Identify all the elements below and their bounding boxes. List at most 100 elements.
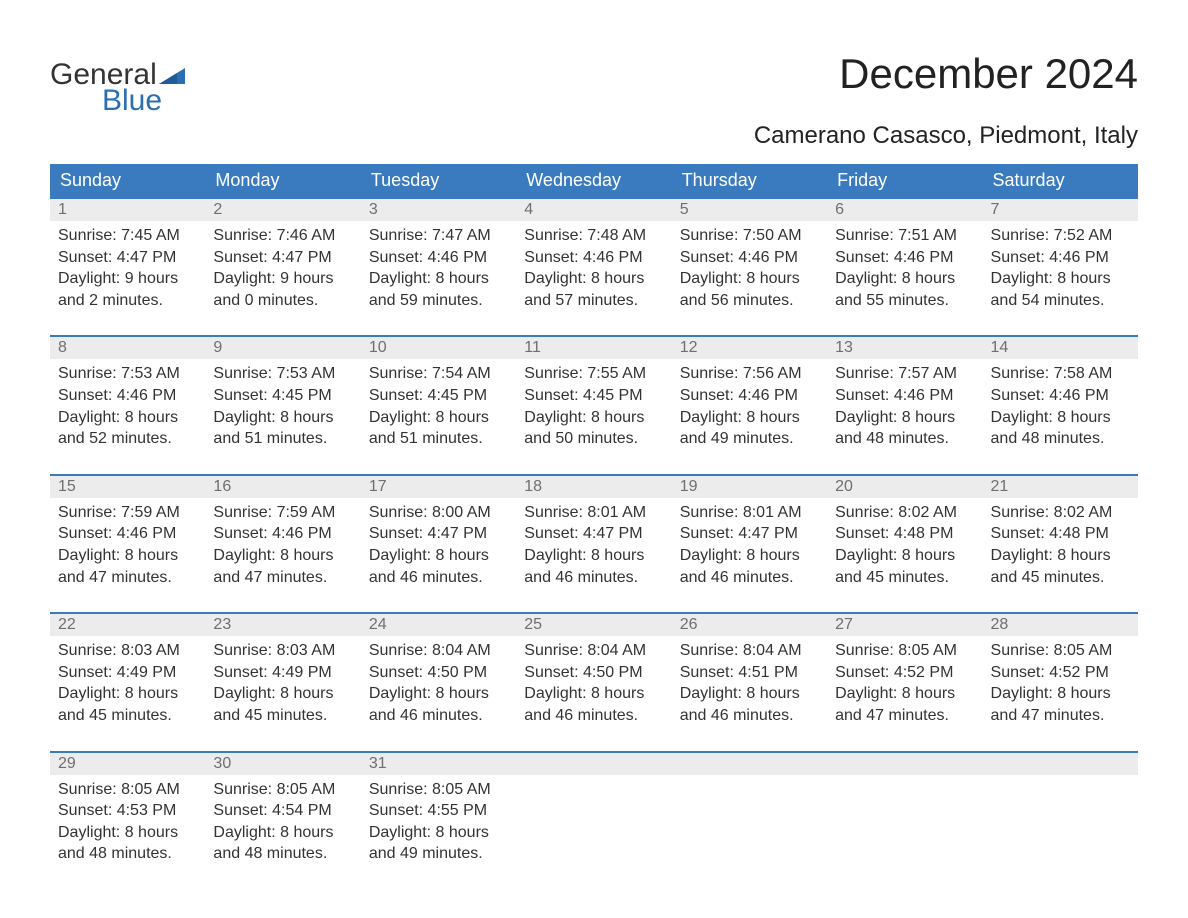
daylight-line1: Daylight: 8 hours: [213, 683, 352, 705]
day-number: 14: [983, 337, 1138, 359]
sunset-line: Sunset: 4:50 PM: [524, 662, 663, 684]
day-body: Sunrise: 7:55 AMSunset: 4:45 PMDaylight:…: [516, 359, 671, 449]
day-number: 13: [827, 337, 982, 359]
sunrise-line: Sunrise: 7:55 AM: [524, 363, 663, 385]
sunset-line: Sunset: 4:46 PM: [680, 247, 819, 269]
day-cell: 24Sunrise: 8:04 AMSunset: 4:50 PMDayligh…: [361, 614, 516, 726]
day-body: Sunrise: 8:05 AMSunset: 4:55 PMDaylight:…: [361, 775, 516, 865]
day-body: Sunrise: 8:00 AMSunset: 4:47 PMDaylight:…: [361, 498, 516, 588]
day-cell: 17Sunrise: 8:00 AMSunset: 4:47 PMDayligh…: [361, 476, 516, 588]
daylight-line1: Daylight: 8 hours: [835, 407, 974, 429]
daylight-line2: and 46 minutes.: [680, 705, 819, 727]
daylight-line2: and 45 minutes.: [835, 567, 974, 589]
daylight-line1: Daylight: 8 hours: [680, 683, 819, 705]
sunrise-line: Sunrise: 8:05 AM: [213, 779, 352, 801]
sunset-line: Sunset: 4:46 PM: [680, 385, 819, 407]
sunset-line: Sunset: 4:46 PM: [58, 385, 197, 407]
daylight-line2: and 46 minutes.: [524, 567, 663, 589]
day-cell: 11Sunrise: 7:55 AMSunset: 4:45 PMDayligh…: [516, 337, 671, 449]
sunset-line: Sunset: 4:46 PM: [835, 385, 974, 407]
daylight-line2: and 49 minutes.: [680, 428, 819, 450]
daylight-line1: Daylight: 8 hours: [369, 407, 508, 429]
daylight-line2: and 51 minutes.: [369, 428, 508, 450]
daylight-line1: Daylight: 8 hours: [58, 407, 197, 429]
daylight-line1: Daylight: 8 hours: [524, 268, 663, 290]
daylight-line2: and 46 minutes.: [524, 705, 663, 727]
sunset-line: Sunset: 4:49 PM: [213, 662, 352, 684]
day-cell: 23 Sunrise: 8:03 AMSunset: 4:49 PMDayligh…: [205, 614, 360, 726]
day-cell: 2Sunrise: 7:46 AMSunset: 4:47 PMDaylight…: [205, 199, 360, 311]
brand-flag-icon: [159, 64, 185, 84]
sunrise-line: Sunrise: 8:05 AM: [369, 779, 508, 801]
day-body: Sunrise: 7:56 AMSunset: 4:46 PMDaylight:…: [672, 359, 827, 449]
day-cell: 16Sunrise: 7:59 AMSunset: 4:46 PMDayligh…: [205, 476, 360, 588]
day-cell: 13Sunrise: 7:57 AMSunset: 4:46 PMDayligh…: [827, 337, 982, 449]
sunset-line: Sunset: 4:48 PM: [835, 523, 974, 545]
day-number: 26: [672, 614, 827, 636]
week-row: 8Sunrise: 7:53 AMSunset: 4:46 PMDaylight…: [50, 335, 1138, 449]
day-body: Sunrise: 7:46 AMSunset: 4:47 PMDaylight:…: [205, 221, 360, 311]
sunrise-line: Sunrise: 7:53 AM: [213, 363, 352, 385]
daylight-line1: Daylight: 8 hours: [835, 545, 974, 567]
day-body: Sunrise: 7:48 AMSunset: 4:46 PMDaylight:…: [516, 221, 671, 311]
daylight-line2: and 2 minutes.: [58, 290, 197, 312]
sunset-line: Sunset: 4:46 PM: [58, 523, 197, 545]
day-cell: 10Sunrise: 7:54 AMSunset: 4:45 PMDayligh…: [361, 337, 516, 449]
header: General Blue December 2024: [50, 50, 1138, 116]
sunrise-line: Sunrise: 8:03 AM: [213, 640, 352, 662]
daylight-line2: and 45 minutes.: [213, 705, 352, 727]
daylight-line2: and 47 minutes.: [991, 705, 1130, 727]
day-cell: 22Sunrise: 8:03 AMSunset: 4:49 PMDayligh…: [50, 614, 205, 726]
daylight-line1: Daylight: 8 hours: [213, 407, 352, 429]
sunrise-line: Sunrise: 7:51 AM: [835, 225, 974, 247]
daylight-line1: Daylight: 8 hours: [524, 407, 663, 429]
daylight-line1: Daylight: 8 hours: [58, 545, 197, 567]
day-number: 4: [516, 199, 671, 221]
daylight-line2: and 45 minutes.: [58, 705, 197, 727]
sunrise-line: Sunrise: 7:59 AM: [58, 502, 197, 524]
day-cell: 9Sunrise: 7:53 AMSunset: 4:45 PMDaylight…: [205, 337, 360, 449]
weekday-header-row: SundayMondayTuesdayWednesdayThursdayFrid…: [50, 164, 1138, 197]
daylight-line1: Daylight: 8 hours: [991, 407, 1130, 429]
day-number: 15: [50, 476, 205, 498]
day-number: 12: [672, 337, 827, 359]
daylight-line2: and 46 minutes.: [369, 705, 508, 727]
day-number: 23: [205, 614, 360, 636]
sunset-line: Sunset: 4:52 PM: [835, 662, 974, 684]
daylight-line1: Daylight: 8 hours: [835, 268, 974, 290]
day-body: Sunrise: 7:59 AMSunset: 4:46 PMDaylight:…: [50, 498, 205, 588]
day-body: Sunrise: 8:02 AMSunset: 4:48 PMDaylight:…: [827, 498, 982, 588]
day-body: Sunrise: 8:03 AMSunset: 4:49 PMDaylight:…: [50, 636, 205, 726]
daylight-line2: and 51 minutes.: [213, 428, 352, 450]
sunrise-line: Sunrise: 7:54 AM: [369, 363, 508, 385]
day-cell: 21Sunrise: 8:02 AMSunset: 4:48 PMDayligh…: [983, 476, 1138, 588]
calendar: SundayMondayTuesdayWednesdayThursdayFrid…: [50, 164, 1138, 865]
sunrise-line: Sunrise: 8:04 AM: [524, 640, 663, 662]
day-cell: 6Sunrise: 7:51 AMSunset: 4:46 PMDaylight…: [827, 199, 982, 311]
day-cell: 29Sunrise: 8:05 AMSunset: 4:53 PMDayligh…: [50, 753, 205, 865]
sunrise-line: Sunrise: 8:05 AM: [835, 640, 974, 662]
day-cell: 5Sunrise: 7:50 AMSunset: 4:46 PMDaylight…: [672, 199, 827, 311]
daylight-line1: Daylight: 8 hours: [213, 545, 352, 567]
sunset-line: Sunset: 4:46 PM: [991, 385, 1130, 407]
daylight-line2: and 49 minutes.: [369, 843, 508, 865]
daylight-line2: and 57 minutes.: [524, 290, 663, 312]
day-cell: 20Sunrise: 8:02 AMSunset: 4:48 PMDayligh…: [827, 476, 982, 588]
daylight-line1: Daylight: 8 hours: [680, 407, 819, 429]
day-cell: 31Sunrise: 8:05 AMSunset: 4:55 PMDayligh…: [361, 753, 516, 865]
day-number: 31: [361, 753, 516, 775]
sunset-line: Sunset: 4:46 PM: [524, 247, 663, 269]
day-body: Sunrise: 7:53 AMSunset: 4:45 PMDaylight:…: [205, 359, 360, 449]
week-row: 29Sunrise: 8:05 AMSunset: 4:53 PMDayligh…: [50, 751, 1138, 865]
day-number: 19: [672, 476, 827, 498]
day-body: Sunrise: 7:53 AMSunset: 4:46 PMDaylight:…: [50, 359, 205, 449]
day-body: Sunrise: 7:59 AMSunset: 4:46 PMDaylight:…: [205, 498, 360, 588]
daylight-line1: Daylight: 8 hours: [369, 822, 508, 844]
day-cell: [672, 753, 827, 865]
sunset-line: Sunset: 4:47 PM: [213, 247, 352, 269]
week-row: 15Sunrise: 7:59 AMSunset: 4:46 PMDayligh…: [50, 474, 1138, 588]
day-number: 24: [361, 614, 516, 636]
day-cell: [827, 753, 982, 865]
day-cell: [516, 753, 671, 865]
day-cell: 26Sunrise: 8:04 AMSunset: 4:51 PMDayligh…: [672, 614, 827, 726]
